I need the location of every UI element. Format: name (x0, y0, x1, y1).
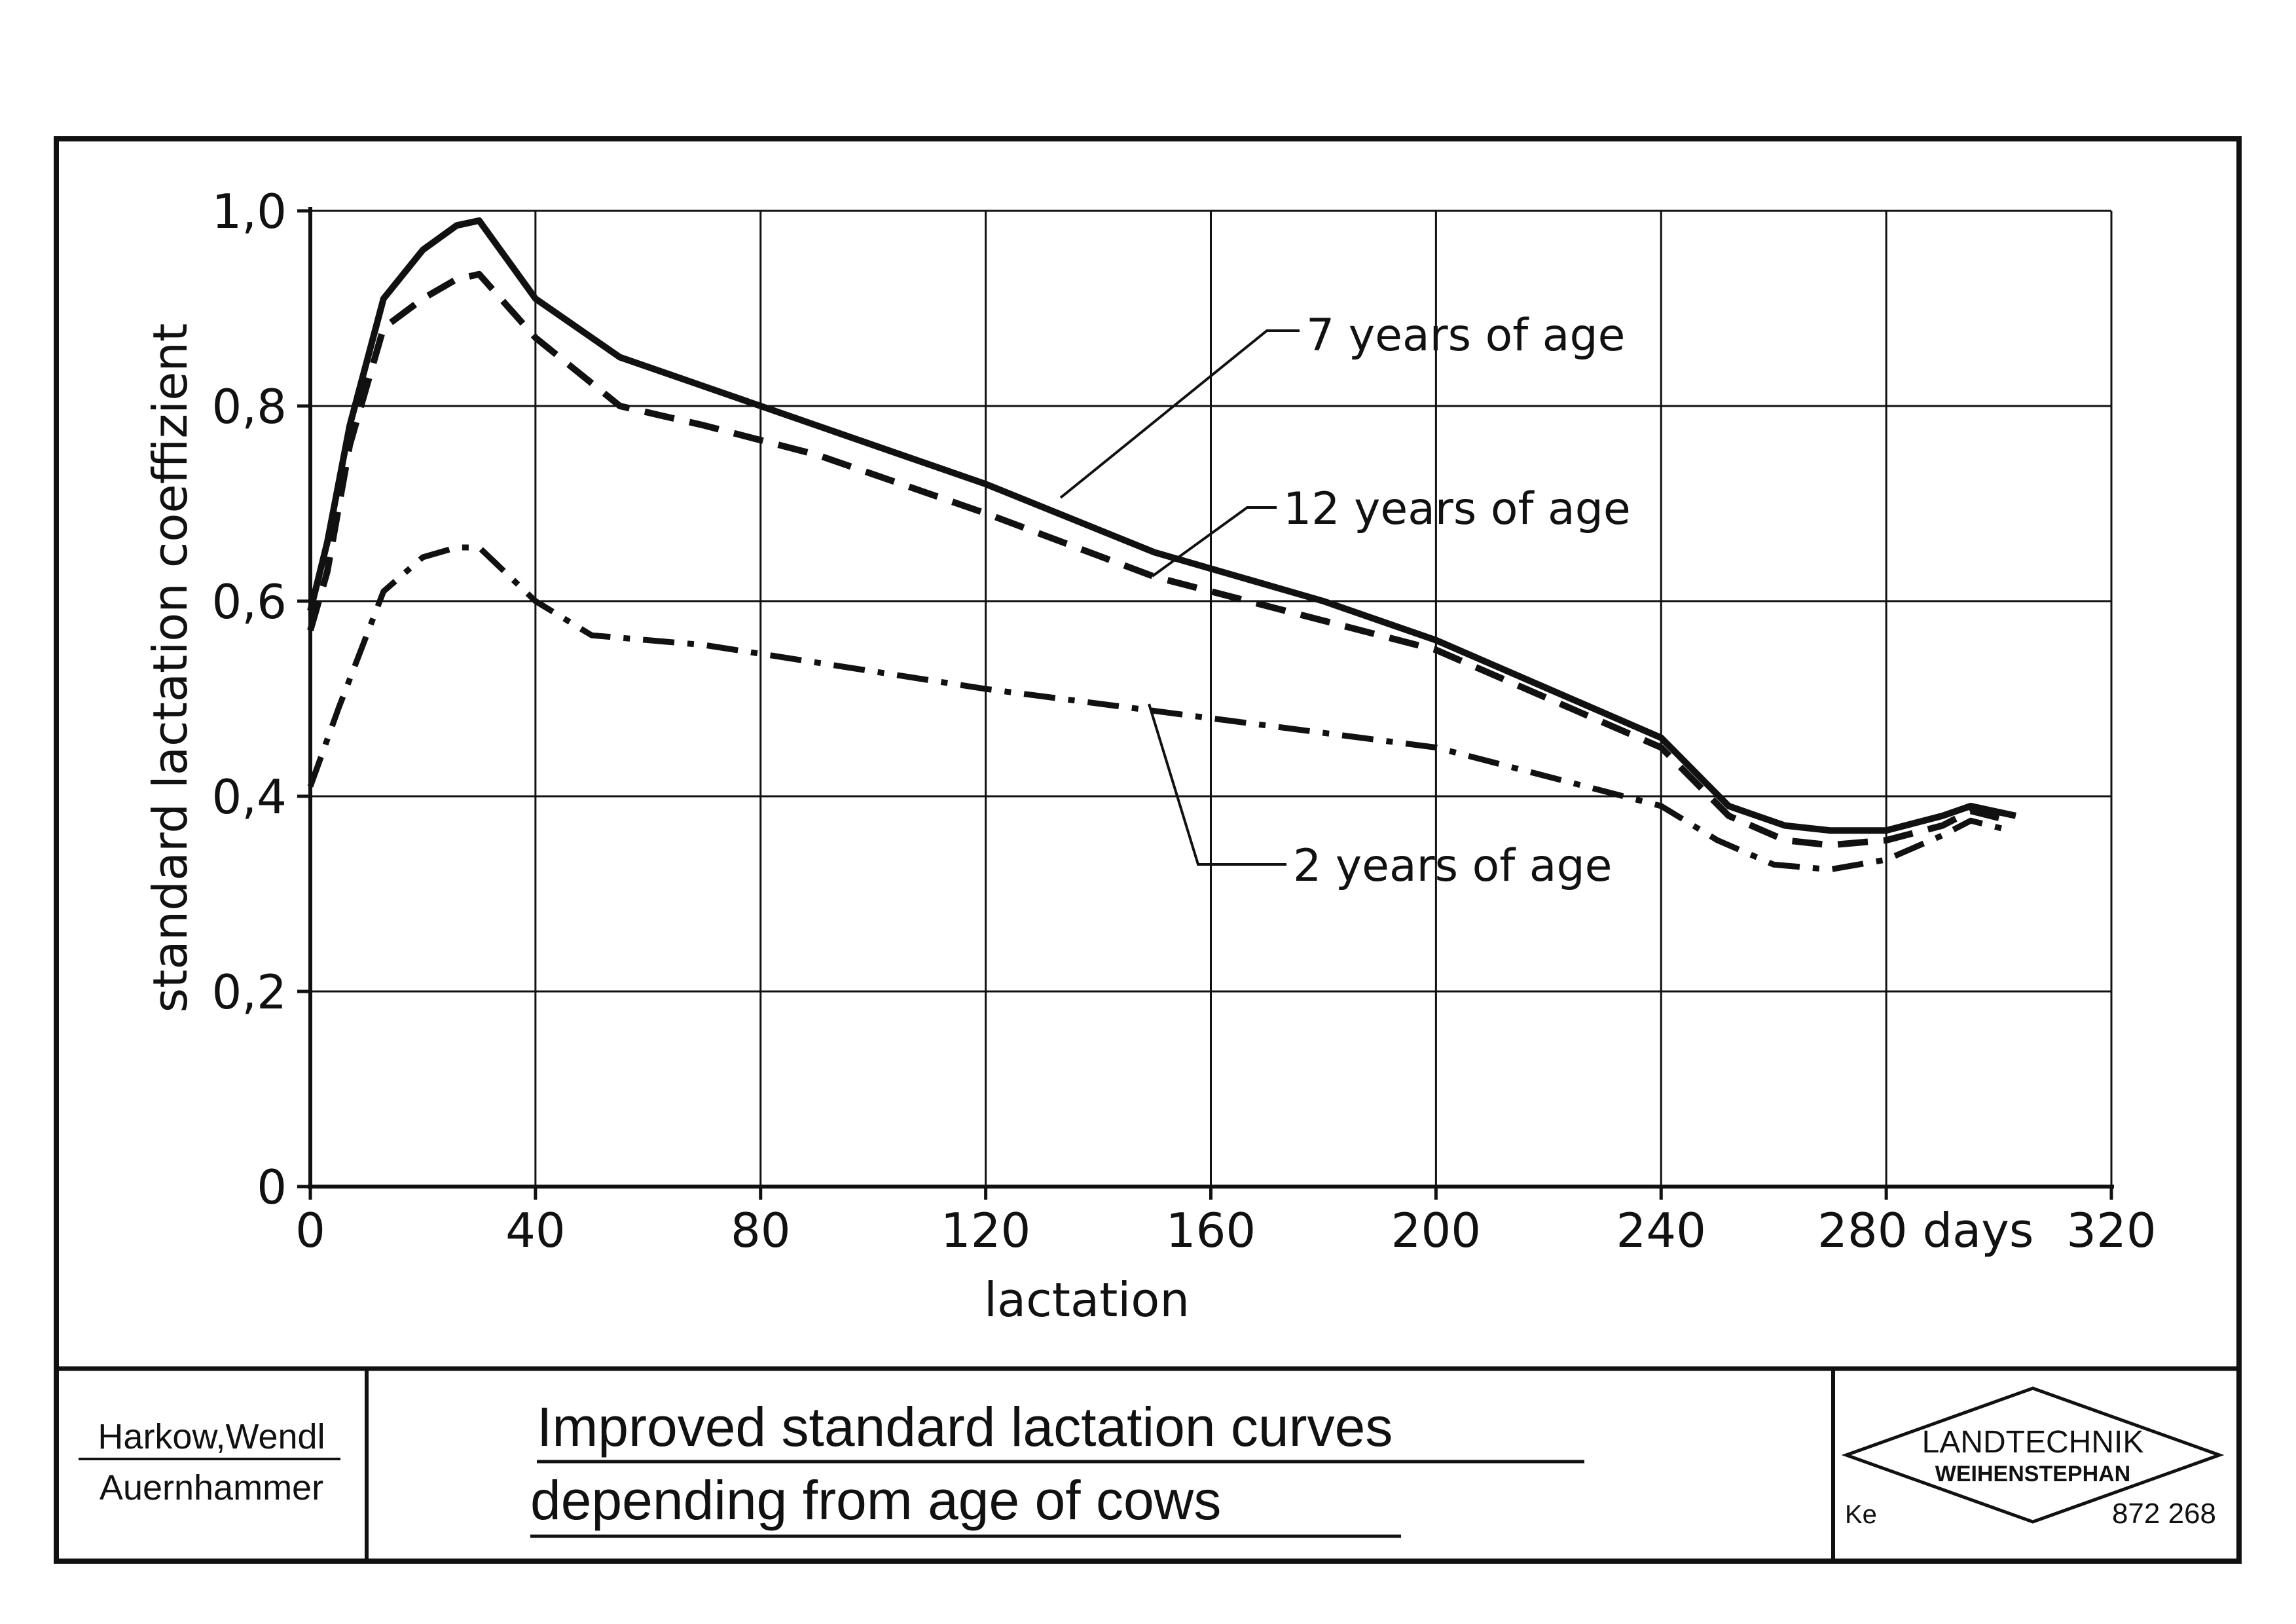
x-tick-label: 280 days (1817, 1203, 2033, 1258)
y-tick-label: 0,4 (211, 769, 287, 824)
series-line-3 (307, 544, 2011, 873)
y-tick-label: 0,6 (211, 574, 287, 629)
x-axis-title: lactation (984, 1272, 1190, 1327)
callout-label-1: 7 years of age (1306, 310, 1625, 361)
author-line-1: Harkow,Wendl (98, 1417, 325, 1456)
chart-grid (310, 210, 2113, 1187)
footer-authors: Harkow,Wendl Auernhammer (79, 1417, 340, 1507)
landtechnik-logo: LANDTECHNIK WEIHENSTEPHAN Ke 872 268 (1841, 1386, 2225, 1530)
y-tick-label: 0,2 (211, 965, 287, 1020)
x-tick-label: 40 (505, 1203, 566, 1258)
chart-series (307, 217, 2016, 873)
x-tick-label: 200 (1391, 1203, 1481, 1258)
y-tick-label: 0,8 (211, 379, 287, 434)
callout-leader-2 (1151, 506, 1277, 578)
x-tick-label: 120 (941, 1203, 1030, 1258)
y-axis-title: standard lactation coeffizient (143, 323, 198, 1013)
chart-tick-labels: 0 40 80 120 160 200 240 280 days 320 0 0,2 0,4 0,6 0,… (211, 184, 2156, 1258)
x-tick-label: 0 (295, 1203, 325, 1258)
figure-title-line-1: Improved standard lactation curves (537, 1396, 1393, 1458)
series-line-1 (307, 217, 2016, 834)
callout-leader-1 (1059, 329, 1300, 499)
figure-title-line-2: depending from age of cows (530, 1469, 1221, 1531)
logo-name: LANDTECHNIK (1922, 1425, 2144, 1460)
series-line-2 (307, 270, 2011, 849)
logo-place: WEIHENSTEPHAN (1935, 1462, 2130, 1486)
lactation-chart: 0 40 80 120 160 200 240 280 days 320 0 0,2 0,4 0,6 0,… (143, 184, 2157, 1327)
x-tick-label: 240 (1616, 1203, 1706, 1258)
y-tick-label: 0 (257, 1160, 287, 1215)
author-line-2: Auernhammer (100, 1468, 323, 1507)
drafter-initials: Ke (1845, 1500, 1877, 1529)
logo-diamond-frame (1841, 1386, 2225, 1524)
callout-label-2: 12 years of age (1283, 483, 1631, 535)
callout-label-3: 2 years of age (1293, 840, 1612, 892)
chart-axes (297, 207, 2114, 1200)
x-tick-label: 320 (2066, 1203, 2156, 1258)
x-tick-label: 160 (1166, 1203, 1256, 1258)
chart-callouts: 7 years of age 12 years of age 2 years of … (1059, 310, 1631, 892)
y-tick-label: 1,0 (211, 184, 287, 239)
callout-leader-3 (1148, 703, 1286, 866)
figure-number: 872 268 (2112, 1498, 2216, 1530)
x-tick-label: 80 (731, 1203, 791, 1258)
footer-title: Improved standard lactation curves depen… (530, 1396, 1584, 1538)
sheet-frame (54, 136, 2242, 1564)
